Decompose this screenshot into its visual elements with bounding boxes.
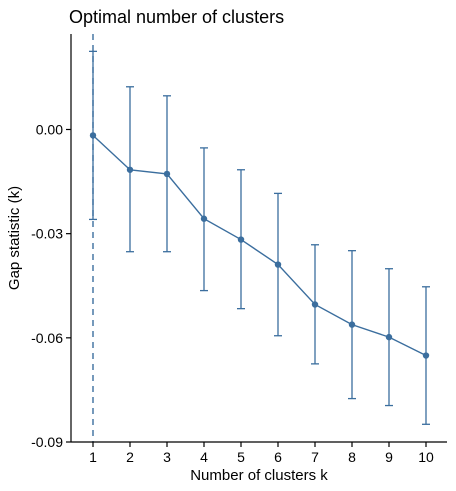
data-point xyxy=(422,352,430,359)
chart-title: Optimal number of clusters xyxy=(69,7,284,27)
x-tick-label: 1 xyxy=(89,449,97,465)
x-tick-label: 3 xyxy=(163,449,171,465)
y-axis-ticks: 0.00 -0.03 -0.06 -0.09 xyxy=(31,121,71,450)
x-axis-title: Number of clusters k xyxy=(190,467,328,484)
y-tick-label: -0.06 xyxy=(31,330,63,346)
x-tick-label: 7 xyxy=(311,449,319,465)
data-point xyxy=(385,333,393,341)
x-tick-label: 5 xyxy=(237,449,245,465)
gap-series-line xyxy=(92,134,427,357)
x-tick-label: 4 xyxy=(200,449,208,465)
data-point xyxy=(348,321,356,328)
plot-area xyxy=(89,34,430,442)
x-tick-label: 9 xyxy=(385,449,393,465)
data-point xyxy=(200,215,208,222)
x-axis-ticks: 1 2 3 4 5 6 7 8 9 10 xyxy=(89,442,434,465)
data-point xyxy=(237,236,245,243)
y-tick-label: -0.09 xyxy=(31,434,63,450)
data-point xyxy=(163,170,171,178)
x-tick-label: 10 xyxy=(418,449,434,465)
data-point xyxy=(274,261,282,268)
y-axis-title: Gap statistic (k) xyxy=(6,186,23,290)
x-tick-label: 6 xyxy=(274,449,282,465)
data-point xyxy=(311,301,319,308)
data-point xyxy=(126,166,134,173)
data-point xyxy=(89,132,97,139)
y-tick-label: 0.00 xyxy=(36,121,63,137)
y-tick-label: -0.03 xyxy=(31,226,63,242)
x-tick-label: 8 xyxy=(348,449,356,465)
x-tick-label: 2 xyxy=(126,449,134,465)
